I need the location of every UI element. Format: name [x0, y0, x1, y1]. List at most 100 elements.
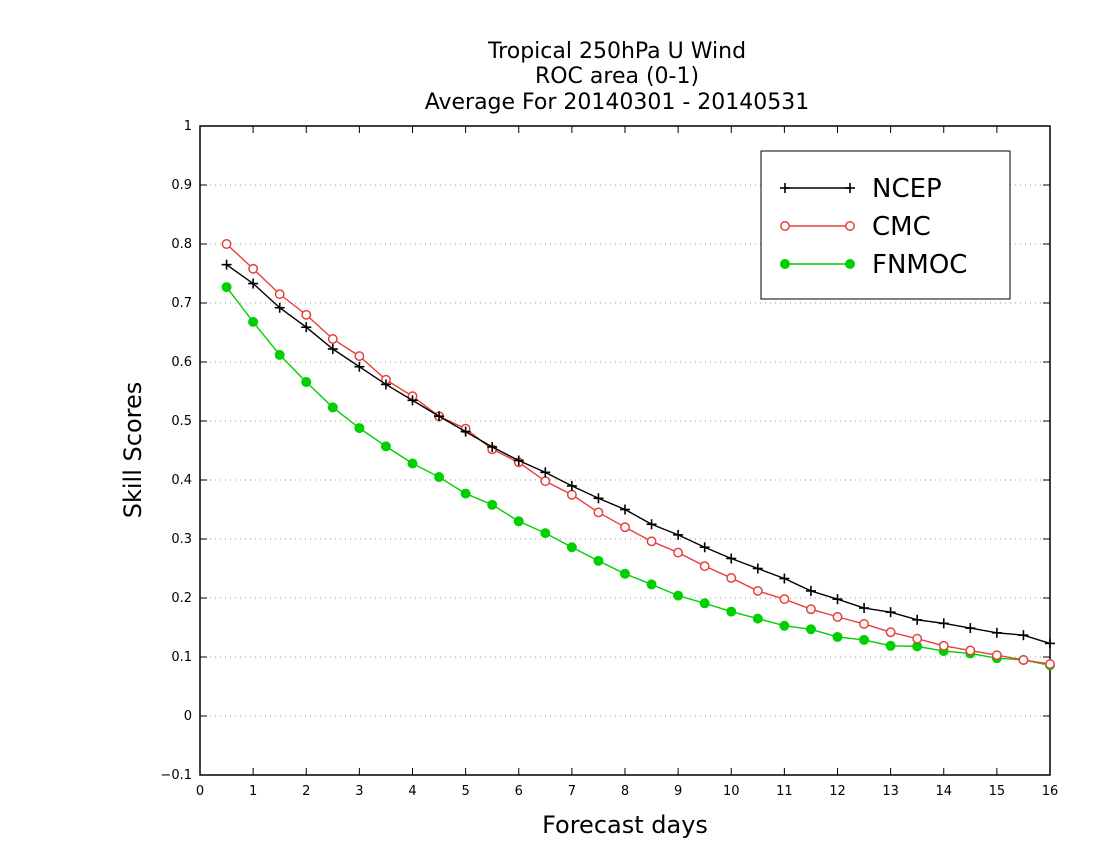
series-point [354, 351, 365, 362]
series-point [805, 624, 816, 635]
series-point [912, 614, 923, 625]
x-tick-label: 8 [621, 784, 629, 799]
y-tick-label: 0.8 [171, 237, 192, 252]
series-point [965, 623, 976, 634]
series-point [593, 493, 604, 504]
series-point [885, 640, 896, 651]
chart-title: Tropical 250hPa U Wind ROC area (0-1) Av… [425, 39, 810, 115]
series-point [354, 423, 365, 434]
series-point [327, 344, 338, 355]
series-point [593, 507, 604, 518]
series-point [274, 349, 285, 360]
series-point [912, 633, 923, 644]
y-tick-label: 0.4 [171, 473, 192, 488]
x-tick-label: 5 [461, 784, 469, 799]
series-point [859, 619, 870, 629]
x-tick-label: 11 [776, 784, 793, 799]
series-line-fnmoc [226, 286, 1051, 666]
series-point [673, 590, 684, 601]
chart-title-line-3: Average For 20140301 - 20140531 [425, 90, 810, 115]
series-point [699, 542, 710, 553]
chart-title-line-1: Tropical 250hPa U Wind [487, 39, 746, 64]
x-tick-label: 7 [568, 784, 576, 799]
series-point [938, 618, 949, 629]
series-point [566, 480, 577, 491]
legend-label: CMC [872, 212, 931, 242]
series-point [566, 489, 577, 500]
legend-label: FNMOC [872, 250, 967, 280]
y-tick-label: 0.7 [171, 296, 192, 311]
series-point [620, 522, 630, 533]
series-ncep [221, 259, 1055, 649]
series-point [805, 585, 816, 596]
x-tick-label: 14 [935, 784, 952, 799]
series-point [965, 645, 976, 656]
series-point [566, 542, 577, 553]
x-tick-label: 15 [989, 784, 1006, 799]
series-point [380, 441, 391, 452]
series-point [407, 395, 418, 406]
series-point [434, 411, 445, 422]
series-point [991, 650, 1002, 661]
y-tick-label: 0.2 [171, 591, 192, 606]
series-fnmoc [221, 282, 1055, 671]
x-tick-label: 16 [1042, 784, 1059, 799]
series-point [938, 640, 949, 651]
x-axis-label: Forecast days [542, 811, 708, 839]
y-tick-label: −0.1 [160, 768, 192, 783]
series-point [540, 476, 551, 487]
legend-entry-ncep: NCEP [780, 174, 942, 204]
series-point [620, 504, 630, 515]
series-line-ncep [226, 264, 1051, 645]
series-point [248, 316, 259, 327]
chart-title-line-2: ROC area (0-1) [535, 64, 699, 89]
x-tick-label: 1 [249, 784, 257, 799]
series-point [327, 402, 338, 413]
series-line-cmc [226, 243, 1051, 665]
x-tick-label: 2 [302, 784, 310, 799]
series-point [248, 278, 259, 289]
series-point [845, 183, 855, 193]
series-point [487, 499, 498, 510]
x-tick-label: 4 [408, 784, 416, 799]
series-point [460, 426, 471, 437]
x-tick-label: 10 [723, 784, 740, 799]
y-axis-label: Skill Scores [119, 382, 147, 519]
series-point [699, 598, 710, 609]
y-tick-label: 0.5 [171, 414, 192, 429]
legend-label: NCEP [872, 174, 942, 204]
series-point [780, 221, 790, 231]
legend-entry-cmc: CMC [780, 212, 931, 242]
series-layer [221, 239, 1055, 671]
series-point [646, 536, 657, 547]
series-point [726, 572, 737, 583]
series-point [434, 472, 445, 483]
series-point [752, 563, 763, 574]
series-point [779, 573, 790, 584]
series-point [859, 634, 870, 645]
x-tick-label: 9 [674, 784, 682, 799]
series-point [620, 568, 630, 579]
series-point [274, 302, 285, 313]
series-point [301, 377, 312, 388]
series-point [327, 334, 338, 344]
series-point [1045, 638, 1055, 649]
series-point [780, 183, 790, 193]
x-tick-label: 6 [515, 784, 523, 799]
series-point [673, 529, 684, 540]
x-tick-label: 12 [829, 784, 846, 799]
series-point [487, 441, 498, 452]
series-point [1018, 630, 1029, 641]
gridlines [200, 184, 1050, 717]
x-tick-label: 0 [196, 784, 204, 799]
y-tick-label: 0.6 [171, 355, 192, 370]
series-point [832, 611, 843, 622]
series-point [1045, 659, 1055, 670]
series-point [301, 322, 312, 333]
series-point [699, 561, 710, 572]
legend-entry-fnmoc: FNMOC [780, 250, 967, 280]
series-point [540, 528, 551, 539]
series-point [380, 379, 391, 390]
series-point [832, 631, 843, 642]
